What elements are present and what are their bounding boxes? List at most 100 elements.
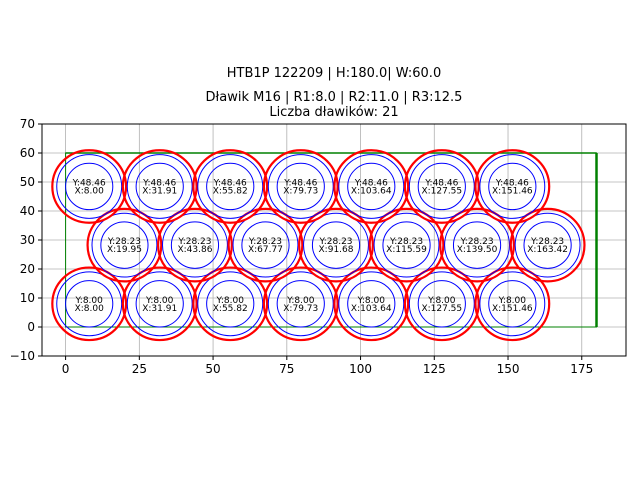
- middle-circle-r2: [162, 212, 228, 278]
- point-label-y: Y:48.46: [495, 178, 529, 188]
- middle-circle-r2: [91, 212, 158, 278]
- outer-circle-r3: [509, 207, 586, 283]
- point-label-y: Y:28.23: [530, 237, 564, 247]
- middle-circle-r2: [338, 154, 405, 219]
- point-label-y: Y:48.46: [213, 178, 247, 188]
- middle-circle-r2: [56, 154, 123, 219]
- inner-circle-r1: [241, 221, 290, 269]
- point-label-y: Y:8.00: [216, 296, 245, 306]
- inner-circle-r1: [417, 162, 466, 211]
- point-label-y: Y:28.23: [459, 237, 493, 247]
- middle-circle-r2: [197, 154, 264, 219]
- inner-circle-r1: [488, 162, 537, 211]
- point-label-x: X:8.00: [75, 304, 105, 314]
- x-tick-label: 50: [205, 362, 220, 376]
- inner-circle-r1: [206, 280, 255, 328]
- inner-circle-r1: [347, 162, 396, 211]
- x-tick-label: 150: [497, 362, 520, 376]
- y-tick-label: 0: [27, 320, 35, 334]
- inner-circle-r1: [206, 162, 255, 211]
- outer-circle-r3: [51, 266, 128, 342]
- middle-circle-r2: [479, 271, 546, 337]
- point-label-y: Y:28.23: [177, 237, 211, 247]
- inner-circle-r1: [276, 162, 325, 211]
- y-tick-label: 50: [20, 175, 35, 189]
- middle-circle-r2: [267, 271, 334, 337]
- point-label-y: Y:8.00: [145, 296, 174, 306]
- point-label-x: X:8.00: [75, 186, 105, 196]
- y-tick-label: 10: [20, 291, 35, 305]
- middle-circle-r2: [232, 212, 299, 278]
- inner-circle-r1: [311, 221, 361, 269]
- outer-circle-r3: [403, 149, 480, 224]
- outer-circle-r3: [439, 207, 516, 283]
- point-label-y: Y:8.00: [427, 296, 456, 306]
- outer-circle-r3: [192, 149, 269, 224]
- y-tick-label: 70: [20, 117, 35, 131]
- outer-circle-r3: [403, 266, 480, 342]
- point-label-x: X:151.46: [492, 304, 533, 314]
- point-label-y: Y:8.00: [357, 296, 386, 306]
- chart-subtitle-1: Dławik M16 | R1:8.0 | R2:11.0 | R3:12.5: [206, 90, 463, 105]
- outer-circle-r3: [121, 149, 198, 224]
- outer-circle-r3: [192, 266, 269, 342]
- point-label-y: Y:8.00: [75, 296, 104, 306]
- chart-subtitle-2: Liczba dławików: 21: [269, 105, 398, 120]
- y-tick-label: 40: [20, 204, 35, 218]
- y-tick-label: 30: [20, 233, 35, 247]
- point-label-x: X:55.82: [213, 186, 248, 196]
- point-label-x: X:79.73: [283, 186, 318, 196]
- middle-circle-r2: [514, 212, 581, 278]
- point-label-x: X:163.42: [527, 245, 568, 255]
- middle-circle-r2: [56, 271, 123, 337]
- outer-circle-r3: [262, 149, 339, 224]
- middle-circle-r2: [338, 271, 405, 337]
- y-tick-label: 20: [20, 262, 35, 276]
- point-label-y: Y:48.46: [72, 178, 106, 188]
- middle-circle-r2: [408, 271, 475, 337]
- inner-circle-r1: [523, 221, 572, 269]
- point-label-x: X:31.91: [142, 186, 177, 196]
- point-label-y: Y:28.23: [318, 237, 352, 247]
- outer-circle-r3: [262, 266, 339, 342]
- inner-circle-r1: [65, 280, 114, 328]
- x-tick-label: 175: [570, 362, 593, 376]
- point-label-y: Y:48.46: [283, 178, 317, 188]
- outer-circle-r3: [474, 266, 551, 342]
- point-label-y: Y:8.00: [498, 296, 527, 306]
- inner-circle-r1: [170, 221, 220, 269]
- x-tick-label: 75: [279, 362, 294, 376]
- x-tick-label: 100: [349, 362, 372, 376]
- point-label-y: Y:48.46: [354, 178, 388, 188]
- outer-circle-r3: [51, 149, 128, 224]
- point-label-y: Y:28.23: [389, 237, 423, 247]
- x-tick-label: 0: [62, 362, 70, 376]
- middle-circle-r2: [267, 154, 334, 219]
- point-label-x: X:103.64: [351, 304, 392, 314]
- y-tick-label: −10: [10, 349, 35, 363]
- middle-circle-r2: [197, 271, 264, 337]
- point-label-x: X:43.86: [177, 245, 212, 255]
- middle-circle-r2: [126, 271, 193, 337]
- outer-circle-r3: [227, 207, 304, 283]
- x-tick-label: 25: [132, 362, 147, 376]
- inner-circle-r1: [417, 280, 466, 328]
- middle-circle-r2: [373, 212, 440, 278]
- x-tick-label: 125: [423, 362, 446, 376]
- point-label-y: Y:28.23: [107, 237, 141, 247]
- middle-circle-r2: [408, 154, 475, 219]
- inner-circle-r1: [276, 280, 325, 328]
- point-label-x: X:67.77: [248, 245, 283, 255]
- plot-area: Y:8.00X:8.00Y:8.00X:31.91Y:8.00X:55.82Y:…: [10, 117, 627, 376]
- outer-circle-r3: [156, 207, 233, 283]
- y-tick-label: 60: [20, 146, 35, 160]
- outer-circle-r3: [368, 207, 445, 283]
- chart-title: HTB1P 122209 | H:180.0| W:60.0: [227, 66, 441, 81]
- point-label-x: X:139.50: [457, 245, 498, 255]
- inner-circle-r1: [347, 280, 396, 328]
- point-label-x: X:55.82: [213, 304, 248, 314]
- middle-circle-r2: [303, 212, 369, 278]
- point-label-x: X:91.68: [319, 245, 354, 255]
- outer-circle-r3: [474, 149, 551, 224]
- inner-circle-r1: [135, 162, 184, 211]
